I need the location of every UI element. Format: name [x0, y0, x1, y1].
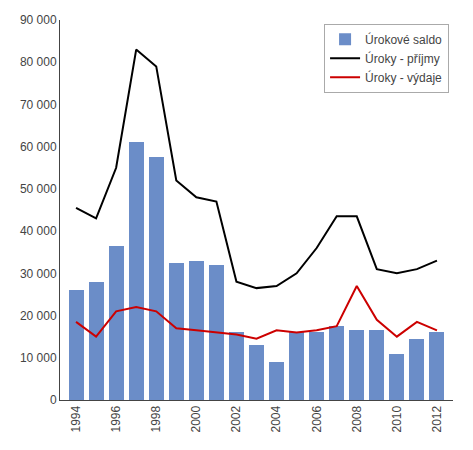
svg-text:40 000: 40 000: [20, 224, 57, 238]
svg-text:1998: 1998: [149, 405, 163, 432]
svg-text:90 000: 90 000: [20, 13, 57, 27]
svg-text:70 000: 70 000: [20, 98, 57, 112]
svg-text:50 000: 50 000: [20, 182, 57, 196]
svg-text:10 000: 10 000: [20, 351, 57, 365]
svg-text:2004: 2004: [269, 405, 283, 432]
svg-text:Úroky - výdaje: Úroky - výdaje: [365, 70, 442, 85]
svg-text:2012: 2012: [430, 405, 444, 432]
svg-text:80 000: 80 000: [20, 55, 57, 69]
svg-text:2010: 2010: [390, 405, 404, 432]
svg-text:Úrokové saldo: Úrokové saldo: [365, 32, 442, 47]
svg-text:2000: 2000: [189, 405, 203, 432]
svg-text:2002: 2002: [229, 405, 243, 432]
svg-text:1996: 1996: [109, 405, 123, 432]
svg-text:20 000: 20 000: [20, 309, 57, 323]
svg-text:2008: 2008: [350, 405, 364, 432]
svg-text:1994: 1994: [69, 405, 83, 432]
svg-text:2006: 2006: [310, 405, 324, 432]
svg-text:Úroky - příjmy: Úroky - příjmy: [365, 51, 440, 66]
svg-text:30 000: 30 000: [20, 267, 57, 281]
svg-text:0: 0: [50, 393, 57, 407]
svg-text:60 000: 60 000: [20, 140, 57, 154]
